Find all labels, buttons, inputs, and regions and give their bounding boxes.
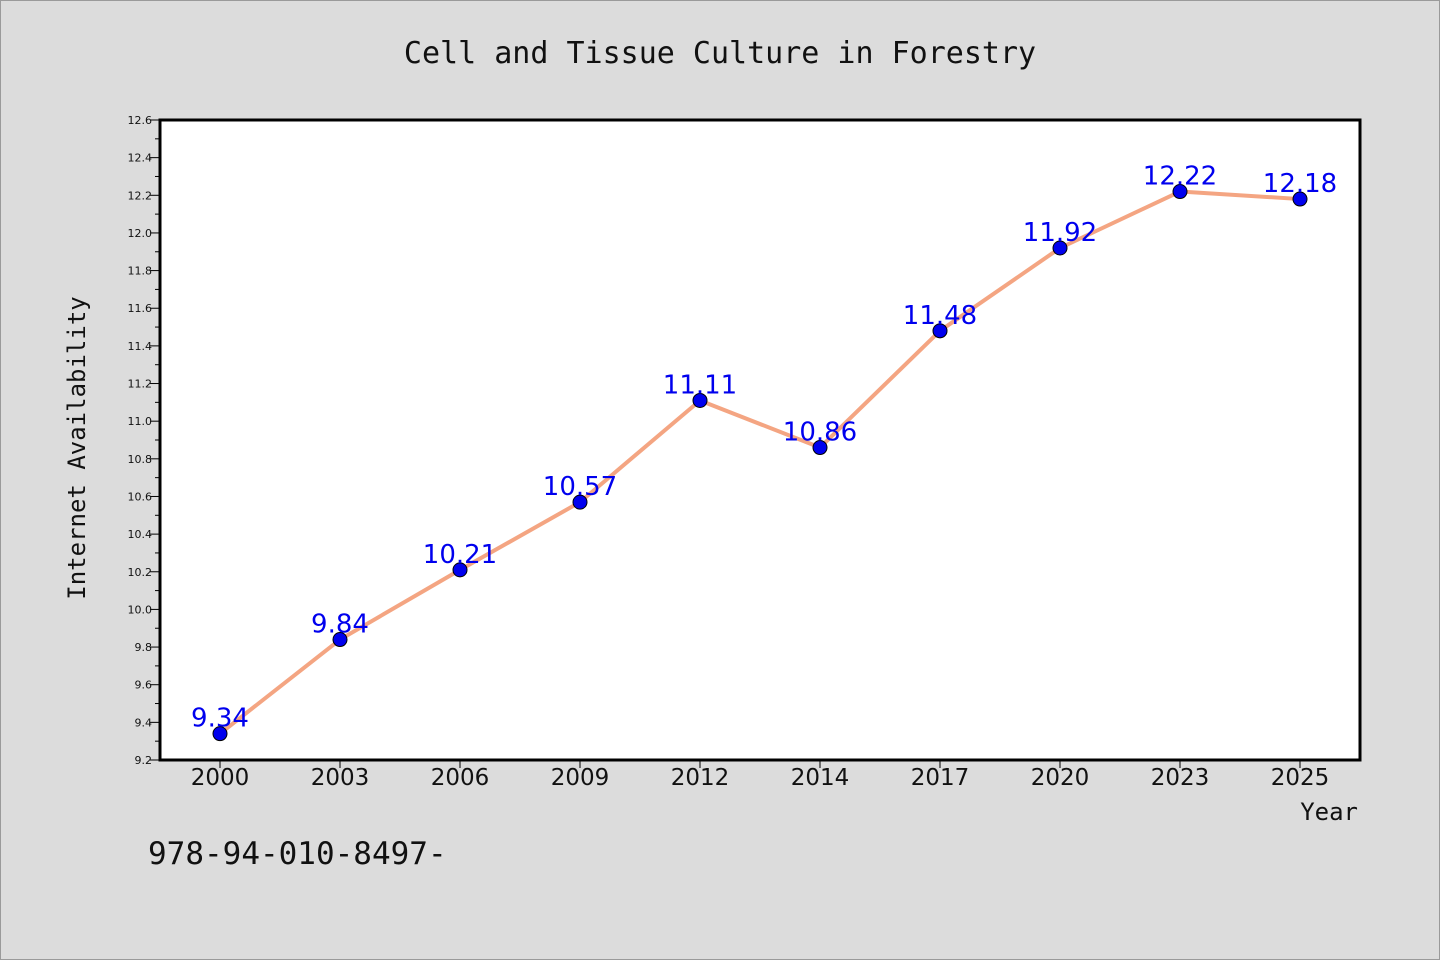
data-point <box>692 392 708 408</box>
data-point <box>1172 184 1188 200</box>
y-tick-label: 12.6 <box>128 114 153 127</box>
data-labels: 9.34 9.84 10.21 10.57 11.11 10.86 11.48 11.92 12… <box>191 162 1337 734</box>
series-line <box>218 189 1301 736</box>
x-axis: 2000 2003 2006 2009 2012 2014 2017 2020 2023 2025 <box>191 760 1330 791</box>
y-tick-label: 11.6 <box>128 302 153 315</box>
data-point <box>332 632 348 648</box>
x-tick-label: 2014 <box>791 765 850 791</box>
y-tick-label: 9.8 <box>135 641 153 654</box>
x-tick-label: 2000 <box>191 765 250 791</box>
y-tick-label: 12.0 <box>128 227 153 240</box>
data-label: 9.34 <box>191 704 249 734</box>
data-point <box>932 323 948 339</box>
y-tick-label: 12.4 <box>128 152 153 165</box>
x-tick-label: 2017 <box>911 765 970 791</box>
x-tick-label: 2003 <box>311 765 370 791</box>
x-tick-label: 2020 <box>1031 765 1090 791</box>
footnote-text: 978-94-010-8497- <box>148 836 447 872</box>
y-tick-label: 9.6 <box>135 679 153 692</box>
y-tick-label: 11.4 <box>128 340 153 353</box>
data-label: 11.92 <box>1023 218 1097 248</box>
data-point <box>452 562 468 578</box>
data-point <box>1292 191 1308 207</box>
data-point <box>212 726 228 742</box>
data-label: 10.86 <box>783 418 857 448</box>
y-tick-label: 10.0 <box>128 603 153 616</box>
data-label: 10.57 <box>543 472 617 502</box>
y-tick-label: 10.6 <box>128 490 153 503</box>
y-tick-label: 10.2 <box>128 566 153 579</box>
x-axis-label: Year <box>1300 798 1358 826</box>
x-tick-label: 2009 <box>551 765 610 791</box>
series-layer <box>212 184 1308 742</box>
data-label: 11.11 <box>663 370 737 400</box>
y-tick-label: 11.2 <box>128 378 153 391</box>
y-tick-label: 11.0 <box>128 415 153 428</box>
y-tick-label: 11.8 <box>128 265 153 278</box>
y-axis-label: Internet Availability <box>63 296 91 599</box>
data-label: 9.84 <box>311 610 369 640</box>
data-point <box>1052 240 1068 256</box>
data-point <box>812 440 828 456</box>
y-tick-label: 10.8 <box>128 453 153 466</box>
data-label: 10.21 <box>423 540 497 570</box>
x-tick-label: 2012 <box>671 765 730 791</box>
y-tick-label: 9.2 <box>135 754 153 767</box>
data-point <box>572 494 588 510</box>
x-tick-label: 2023 <box>1151 765 1210 791</box>
chart-title: Cell and Tissue Culture in Forestry <box>404 36 1036 71</box>
data-label: 12.18 <box>1263 169 1337 199</box>
y-tick-label: 12.2 <box>128 189 153 202</box>
data-label: 11.48 <box>903 301 977 331</box>
plot-area <box>158 118 1362 762</box>
x-tick-label: 2006 <box>431 765 490 791</box>
data-label: 12.22 <box>1143 162 1217 192</box>
y-tick-label: 9.4 <box>135 716 153 729</box>
x-tick-label: 2025 <box>1271 765 1330 791</box>
y-axis: 9.2 9.4 9.6 9.8 10.0 10.2 10.4 10.6 10.8 11.0 11.2… <box>128 114 160 767</box>
y-tick-label: 10.4 <box>128 528 153 541</box>
